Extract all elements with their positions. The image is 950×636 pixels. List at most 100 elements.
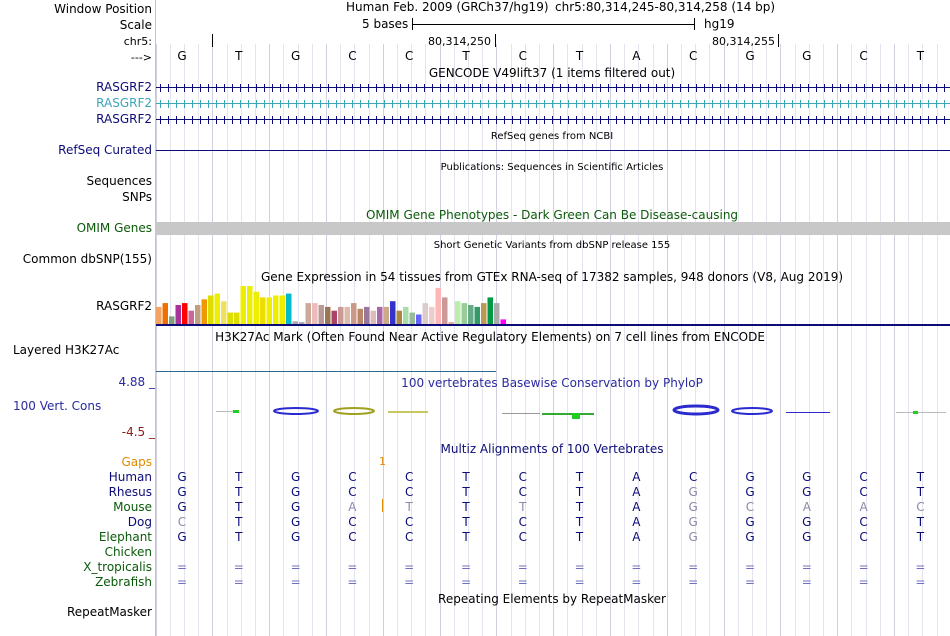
gencode-transcript-2[interactable] [156, 100, 950, 108]
gtex-tissue-bar[interactable] [318, 305, 325, 324]
gtex-tissue-bar[interactable] [331, 310, 338, 324]
gtex-tissue-bar[interactable] [156, 306, 162, 324]
gtex-tissue-bar[interactable] [370, 310, 377, 324]
gtex-tissue-bar[interactable] [442, 297, 448, 324]
gaps-label[interactable]: Gaps [121, 455, 152, 469]
gtex-tissue-bar[interactable] [247, 286, 253, 324]
gtex-tissue-bar[interactable] [208, 295, 214, 325]
gtex-tissue-bar[interactable] [461, 303, 468, 324]
omim-genes-label[interactable]: OMIM Genes [76, 221, 152, 235]
gtex-tissue-bar[interactable] [351, 303, 357, 324]
gridline [724, 44, 725, 636]
alignment-base: C [404, 470, 414, 484]
gtex-tissue-bar[interactable] [500, 319, 507, 324]
alignment-base: = [574, 575, 585, 589]
species-label-rhesus[interactable]: Rhesus [108, 485, 152, 499]
gencode-item-label-3[interactable]: RASGRF2 [96, 112, 152, 126]
gtex-tissue-bar[interactable] [175, 305, 182, 324]
species-label-chicken[interactable]: Chicken [104, 545, 152, 559]
alignment-base: T [235, 530, 243, 544]
gtex-tissue-bar[interactable] [312, 303, 318, 324]
gtex-tissue-bar[interactable] [273, 295, 279, 325]
window-position-label: Window Position [54, 2, 152, 16]
gridline [667, 44, 668, 636]
species-label-human[interactable]: Human [108, 470, 152, 484]
gtex-tissue-bar[interactable] [474, 306, 481, 324]
gtex-tissue-bar[interactable] [305, 303, 312, 324]
gtex-tissue-bar[interactable] [253, 291, 260, 324]
alignment-base: T [916, 515, 925, 529]
gtex-tissue-bar[interactable] [266, 297, 273, 324]
reference-base: C [404, 49, 414, 63]
species-label-elephant[interactable]: Elephant [98, 530, 152, 544]
alignment-base: G [745, 470, 755, 484]
gencode-item-label-2[interactable]: RASGRF2 [96, 96, 152, 110]
gridline [170, 44, 171, 636]
alignment-base: G [802, 530, 812, 544]
gtex-gene-label[interactable]: RASGRF2 [96, 299, 152, 313]
gtex-tissue-bar[interactable] [416, 314, 422, 325]
gtex-tissue-bar[interactable] [448, 322, 455, 324]
alignment-base: = [176, 575, 188, 589]
gtex-tissue-bar[interactable] [494, 303, 500, 324]
gtex-tissue-bar[interactable] [429, 306, 435, 324]
reference-base: T [916, 49, 925, 63]
gtex-tissue-bar[interactable] [279, 295, 286, 325]
scale-value: 5 bases [362, 17, 409, 31]
gtex-tissue-bar[interactable] [344, 306, 351, 324]
gtex-tissue-bar[interactable] [182, 303, 188, 324]
gtex-tissue-bar[interactable] [260, 297, 266, 324]
species-label-zebrafish[interactable]: Zebrafish [95, 575, 152, 589]
gtex-tissue-bar[interactable] [214, 293, 221, 324]
gtex-tissue-bar[interactable] [195, 305, 201, 324]
gencode-item-label-1[interactable]: RASGRF2 [96, 80, 152, 94]
gtex-tissue-bar[interactable] [221, 301, 227, 324]
gtex-tissue-bar[interactable] [422, 303, 429, 324]
gtex-tissue-bar[interactable] [396, 310, 403, 324]
species-label-xtropicalis[interactable]: X_tropicalis [83, 560, 152, 574]
species-label-mouse[interactable]: Mouse [113, 500, 152, 514]
gtex-tissue-bar[interactable] [292, 321, 299, 324]
gtex-tissue-bar[interactable] [227, 312, 234, 324]
gtex-tissue-bar[interactable] [390, 301, 396, 324]
gtex-tissue-bar[interactable] [377, 306, 383, 324]
gtex-tissue-bar[interactable] [338, 306, 344, 324]
gridline [241, 44, 242, 636]
gtex-tissue-bar[interactable] [169, 316, 175, 324]
alignment-base: T [575, 500, 584, 514]
phylop-glyphs[interactable] [156, 398, 950, 428]
gtex-tissue-bar[interactable] [487, 297, 494, 324]
common-dbsnp-label[interactable]: Common dbSNP(155) [22, 252, 152, 266]
strand-label: ---> [130, 51, 152, 64]
sequences-label[interactable]: Sequences [86, 174, 152, 188]
gtex-tissue-bar[interactable] [286, 293, 292, 324]
gtex-bar-chart[interactable] [156, 285, 950, 325]
gtex-tissue-bar[interactable] [364, 306, 370, 324]
gencode-transcript-3[interactable] [156, 116, 950, 124]
layered-h3k27ac-label[interactable]: Layered H3K27Ac [13, 343, 120, 357]
repeatmasker-label[interactable]: RepeatMasker [66, 605, 152, 619]
gtex-tissue-bar[interactable] [299, 322, 305, 324]
gtex-tissue-bar[interactable] [383, 306, 390, 324]
phylop-track-label[interactable]: 100 Vert. Cons [13, 399, 102, 413]
gtex-tissue-bar[interactable] [357, 308, 364, 324]
gencode-transcript-1[interactable] [156, 84, 950, 92]
refseq-curated-label[interactable]: RefSeq Curated [58, 143, 152, 157]
species-label-dog[interactable]: Dog [127, 515, 152, 529]
omim-gene-bar[interactable] [156, 222, 950, 235]
snps-label[interactable]: SNPs [122, 190, 152, 204]
track-image[interactable]: Human Feb. 2009 (GRCh37/hg19) chr5:80,31… [156, 0, 950, 636]
gtex-tissue-bar[interactable] [468, 305, 474, 324]
gtex-tissue-bar[interactable] [234, 312, 240, 324]
gtex-tissue-bar[interactable] [201, 299, 208, 324]
gtex-tissue-bar[interactable] [188, 310, 195, 324]
gtex-tissue-bar[interactable] [455, 301, 461, 324]
gtex-tissue-bar[interactable] [325, 306, 331, 324]
gtex-tissue-bar[interactable] [403, 306, 409, 324]
refseq-gene-line[interactable] [156, 150, 950, 151]
gtex-tissue-bar[interactable] [409, 312, 416, 324]
gtex-tissue-bar[interactable] [240, 286, 247, 324]
gtex-tissue-bar[interactable] [435, 287, 442, 324]
gtex-tissue-bar[interactable] [481, 303, 487, 324]
gtex-tissue-bar[interactable] [162, 303, 169, 324]
